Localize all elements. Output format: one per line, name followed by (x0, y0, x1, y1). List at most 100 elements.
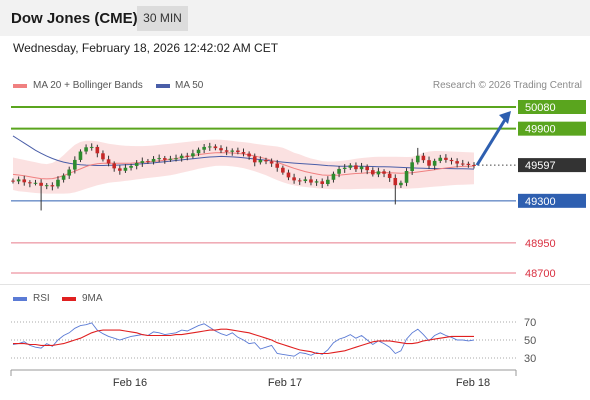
instrument-title: Dow Jones (CME) (11, 10, 138, 27)
candle-body (432, 160, 437, 166)
candle-body (292, 177, 296, 181)
candle-body (236, 150, 240, 153)
candle-body (320, 181, 325, 184)
x-tick-label: Feb 16 (113, 377, 147, 389)
candle-body (297, 180, 302, 182)
level-tag-49900 (518, 121, 586, 136)
candle-body (112, 163, 116, 169)
last-price-label: 49597 (525, 160, 556, 172)
candle-body (466, 163, 471, 165)
candle-body (337, 168, 341, 174)
level-tag-49300 (518, 193, 586, 208)
candle-body (168, 158, 173, 160)
candle-body (106, 159, 111, 164)
candle-body (421, 155, 426, 161)
candle-body (219, 148, 223, 151)
candle-body (359, 166, 364, 170)
candle-body (73, 159, 77, 170)
candle-body (342, 167, 347, 169)
level-label-50080: 50080 (525, 102, 556, 114)
projection-arrow (475, 117, 508, 166)
ma9-legend-label: 9MA (82, 293, 103, 304)
candle-body (67, 169, 72, 176)
candle-body (56, 179, 60, 187)
candle-body (241, 152, 246, 154)
candle-body (157, 158, 161, 160)
candle-body (399, 182, 403, 186)
candle-body (140, 161, 145, 163)
timestamp: Wednesday, February 18, 2026 12:42:02 AM… (13, 41, 279, 55)
rsi-ma9-line (13, 328, 474, 355)
ma20-legend-swatch (13, 84, 27, 88)
candle-body (444, 157, 448, 160)
candle-body (196, 149, 201, 154)
panel-divider (0, 284, 590, 285)
ma20-legend-label: MA 20 + Bollinger Bands (33, 80, 143, 91)
candle-body (415, 155, 420, 163)
candle-body (309, 179, 313, 183)
candle-body (146, 161, 150, 163)
level-tag-50080 (518, 100, 586, 114)
candle-body (202, 146, 206, 150)
candle-body (264, 159, 268, 162)
candle-body (44, 185, 49, 187)
candle-body (331, 173, 336, 180)
level-label-48700: 48700 (525, 268, 556, 280)
candle-body (376, 171, 381, 175)
candle-body (16, 179, 21, 182)
candle-body (61, 175, 66, 180)
rsi-legend-label: RSI (33, 293, 50, 304)
candle-body (101, 153, 105, 160)
candle-body (207, 146, 212, 148)
candle-body (404, 170, 409, 183)
ma50-legend-label: MA 50 (175, 80, 204, 91)
candle-body (191, 153, 195, 157)
level-label-49300: 49300 (525, 196, 556, 208)
candle-body (371, 170, 375, 175)
ma50-legend-swatch (156, 84, 170, 88)
candle-body (247, 153, 251, 157)
candle-body (472, 164, 476, 166)
header-bar: Dow Jones (CME) 30 MIN (0, 0, 590, 36)
candle-body (427, 160, 431, 166)
candle-body (258, 159, 263, 163)
candle-body (50, 185, 55, 187)
candle-body (89, 146, 94, 148)
candle-body (174, 158, 178, 160)
candle-body (78, 151, 83, 160)
candle-body (365, 166, 369, 171)
candle-body (286, 172, 291, 178)
candle-body (314, 181, 319, 183)
rsi-tick-label: 30 (524, 353, 536, 365)
ma9-legend-swatch (62, 297, 76, 301)
candle-body (438, 157, 443, 161)
candle-body (230, 150, 235, 152)
candle-body (129, 165, 133, 168)
candle-body (460, 163, 465, 165)
candle-body (275, 163, 280, 168)
candle-body (382, 171, 386, 174)
candle-body (224, 150, 229, 152)
candle-body (134, 162, 139, 166)
candle-body (326, 179, 330, 184)
candle-body (303, 179, 308, 181)
candle-body (348, 165, 353, 168)
candle-body (354, 165, 358, 170)
rsi-line (12, 322, 475, 357)
level-label-49900: 49900 (525, 124, 556, 136)
candle-body (269, 161, 274, 164)
candle-body (95, 146, 100, 154)
candle-body (393, 177, 398, 186)
candle-body (449, 159, 454, 162)
candle-body (185, 155, 190, 157)
candle-body (28, 182, 32, 184)
interval-badge[interactable]: 30 MIN (137, 6, 188, 31)
rsi-tick-label: 70 (524, 317, 536, 329)
rsi-tick-label: 50 (524, 335, 536, 347)
x-tick-label: Feb 17 (268, 377, 302, 389)
candle-body (84, 147, 88, 152)
last-price-tag (518, 158, 586, 173)
candle-body (410, 162, 414, 171)
x-tick-label: Feb 18 (456, 377, 490, 389)
candle-body (39, 182, 43, 186)
